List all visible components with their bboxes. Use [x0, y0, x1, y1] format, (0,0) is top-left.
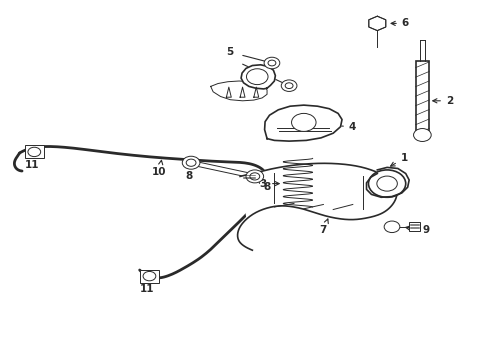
- Text: 2: 2: [433, 96, 453, 106]
- Polygon shape: [367, 167, 409, 197]
- Text: 5: 5: [227, 47, 234, 57]
- Bar: [409, 222, 420, 231]
- Text: 9: 9: [406, 225, 430, 235]
- Polygon shape: [265, 105, 342, 141]
- Text: 1: 1: [391, 153, 408, 166]
- Polygon shape: [241, 65, 275, 89]
- Circle shape: [246, 170, 264, 183]
- Polygon shape: [238, 163, 397, 250]
- Text: 3: 3: [260, 179, 279, 189]
- Text: 10: 10: [152, 160, 167, 177]
- Circle shape: [182, 156, 200, 169]
- Circle shape: [292, 113, 316, 131]
- Polygon shape: [243, 173, 255, 179]
- Text: 7: 7: [319, 219, 328, 235]
- Circle shape: [368, 170, 406, 197]
- Text: 8: 8: [185, 164, 192, 181]
- Bar: [140, 270, 159, 283]
- Text: 8: 8: [258, 179, 270, 192]
- Text: 6: 6: [391, 18, 409, 28]
- Text: 11: 11: [140, 277, 154, 294]
- Bar: [24, 145, 44, 158]
- Circle shape: [281, 80, 297, 91]
- Circle shape: [384, 221, 400, 233]
- Polygon shape: [369, 16, 386, 31]
- Bar: [416, 61, 429, 135]
- Circle shape: [246, 69, 268, 85]
- Polygon shape: [211, 81, 267, 101]
- Text: 11: 11: [24, 153, 39, 170]
- Circle shape: [143, 271, 156, 281]
- Circle shape: [264, 57, 280, 69]
- Text: 4: 4: [333, 122, 356, 132]
- Circle shape: [28, 147, 41, 157]
- Circle shape: [414, 129, 431, 141]
